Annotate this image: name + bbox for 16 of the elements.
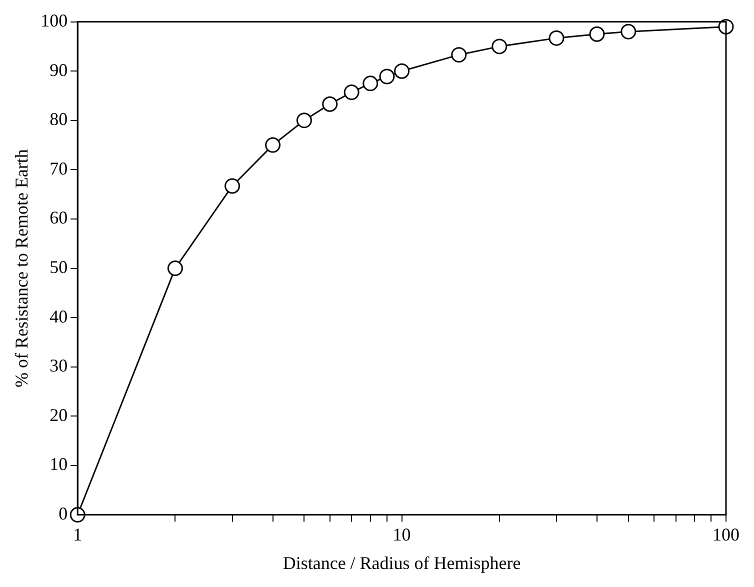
y-tick-label: 100	[40, 10, 68, 31]
y-tick-label: 40	[50, 306, 68, 326]
x-tick-label: 100	[712, 524, 740, 544]
y-tick-label: 60	[50, 208, 68, 228]
x-axis-title: Distance / Radius of Hemisphere	[282, 552, 521, 573]
y-axis-title: % of Resistance to Remote Earth	[12, 149, 32, 388]
x-tick-label: 10	[392, 524, 411, 544]
y-tick-label: 30	[50, 356, 68, 376]
y-tick-label: 80	[50, 109, 68, 130]
y-tick-label: 90	[50, 60, 68, 80]
y-tick-label: 50	[50, 257, 68, 278]
y-tick-label: 20	[50, 404, 68, 425]
y-tick-label: 70	[50, 158, 68, 178]
x-tick-label: 1	[73, 524, 82, 544]
y-tick-label: 10	[50, 454, 68, 474]
y-tick-label: 0	[58, 504, 68, 524]
